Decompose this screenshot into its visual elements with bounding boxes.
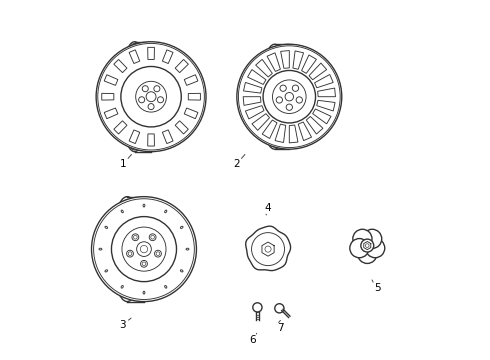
Circle shape [350,239,369,258]
Circle shape [363,229,382,248]
Circle shape [358,244,377,264]
Circle shape [137,242,151,256]
Circle shape [154,250,161,257]
Circle shape [96,42,206,152]
Polygon shape [245,226,291,271]
Circle shape [366,239,385,258]
Circle shape [126,250,133,257]
Text: 7: 7 [277,323,284,333]
Circle shape [92,197,196,302]
Text: 5: 5 [374,283,381,293]
Circle shape [111,217,176,282]
Circle shape [275,304,284,313]
Circle shape [121,67,181,127]
Circle shape [263,71,316,123]
Circle shape [237,44,342,149]
Text: 3: 3 [120,320,126,330]
Text: 6: 6 [249,335,255,345]
Circle shape [149,234,156,240]
Circle shape [361,239,374,252]
Text: 4: 4 [265,203,271,213]
Text: 2: 2 [233,159,240,169]
Circle shape [122,227,166,271]
Circle shape [136,81,167,112]
Circle shape [353,229,372,248]
Circle shape [253,303,262,312]
Text: 1: 1 [120,159,126,169]
Circle shape [141,260,147,267]
Circle shape [132,234,139,240]
Circle shape [272,80,306,113]
